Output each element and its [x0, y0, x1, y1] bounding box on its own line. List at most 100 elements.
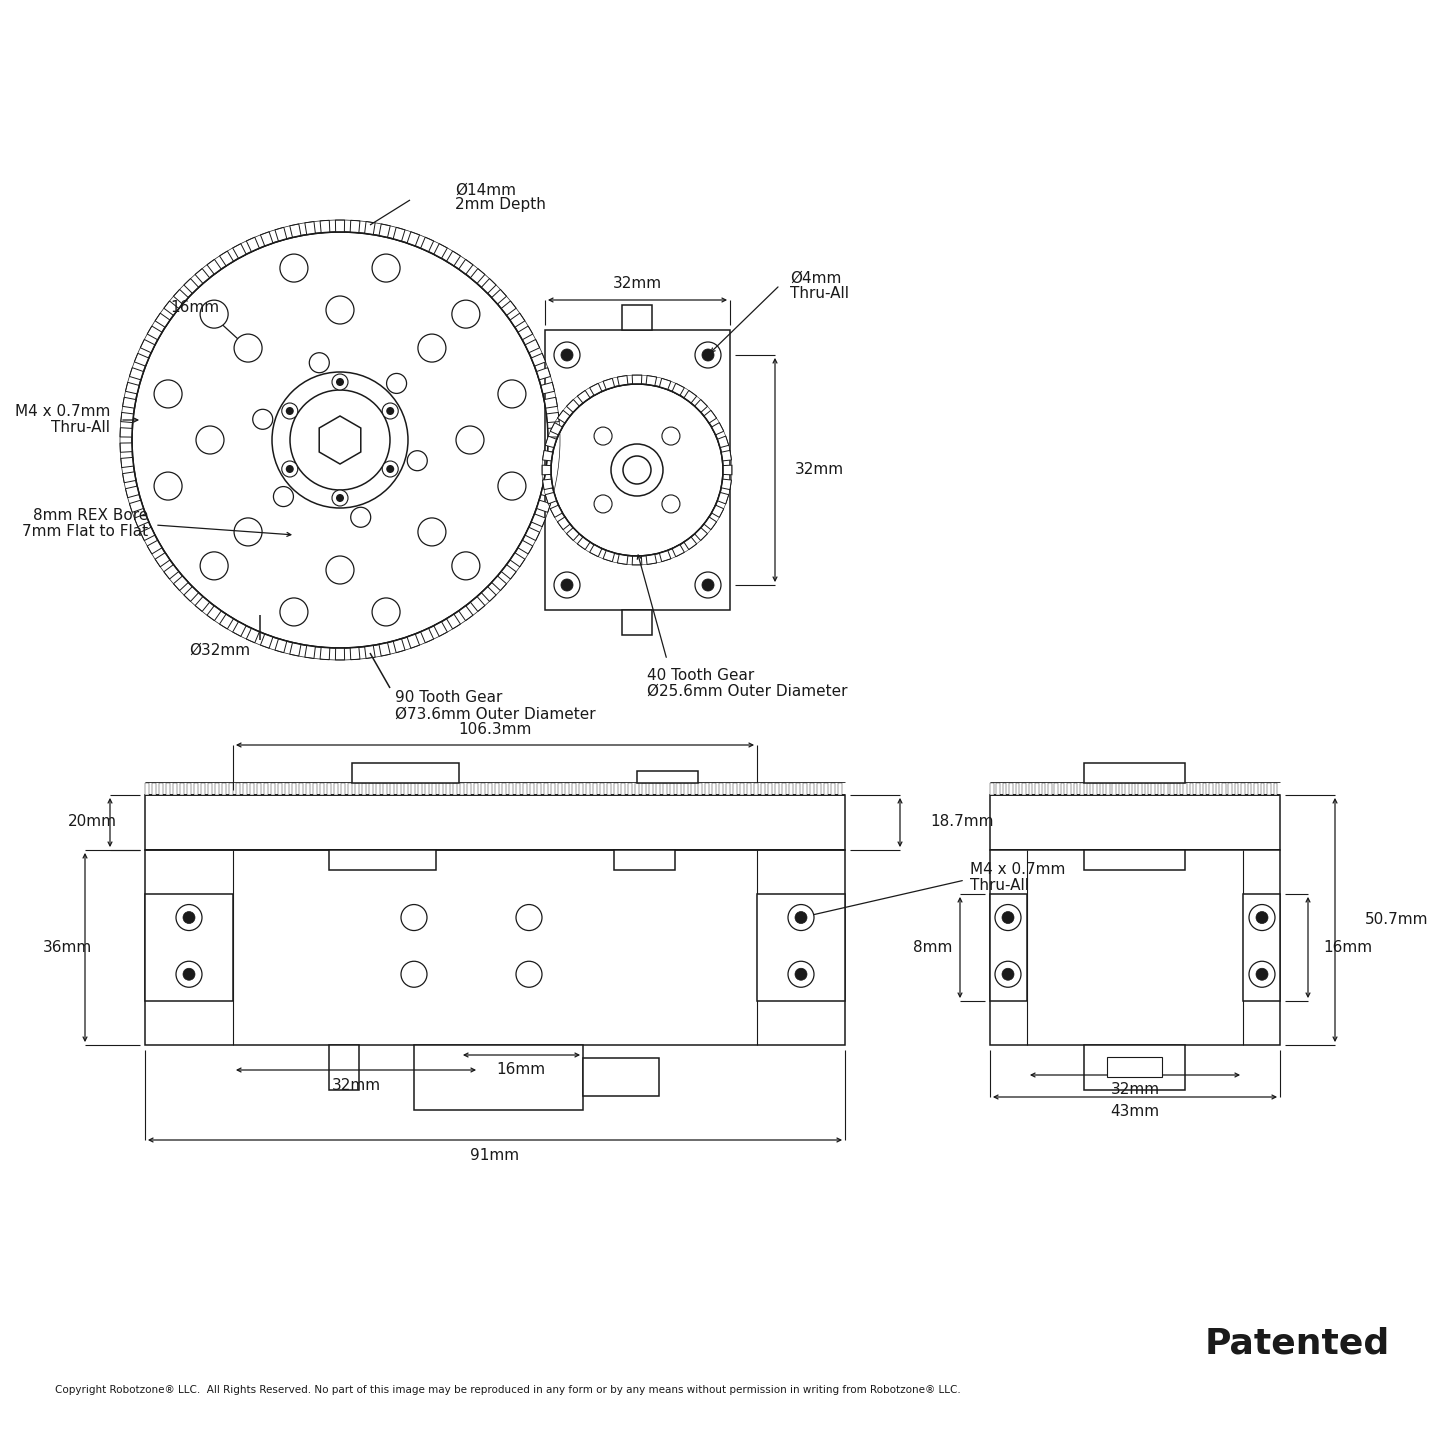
Circle shape [594, 428, 613, 445]
Polygon shape [672, 383, 685, 396]
Circle shape [371, 598, 400, 626]
Polygon shape [350, 220, 360, 233]
Bar [341, 783, 345, 795]
Circle shape [695, 342, 721, 368]
Bar [144, 850, 845, 1045]
Bar [1029, 783, 1032, 795]
Circle shape [795, 912, 806, 923]
Polygon shape [545, 493, 556, 504]
Bar [1189, 783, 1194, 795]
Polygon shape [558, 410, 571, 423]
Polygon shape [140, 527, 155, 540]
Polygon shape [195, 597, 210, 611]
Polygon shape [695, 527, 708, 540]
Text: 32mm: 32mm [613, 276, 662, 292]
Polygon shape [393, 227, 405, 241]
Bar [782, 783, 786, 795]
Text: Ø4mm: Ø4mm [790, 270, 841, 286]
Circle shape [337, 379, 344, 386]
Bar [642, 783, 646, 795]
Polygon shape [246, 629, 260, 643]
Bar [1254, 783, 1257, 795]
Polygon shape [335, 647, 344, 660]
Polygon shape [711, 422, 724, 435]
Polygon shape [220, 614, 234, 629]
Polygon shape [721, 480, 731, 490]
Polygon shape [220, 251, 234, 266]
Polygon shape [130, 367, 143, 380]
Polygon shape [319, 647, 329, 660]
Bar [1202, 783, 1207, 795]
Bar [1087, 783, 1090, 795]
Polygon shape [683, 390, 696, 403]
Bar [467, 783, 471, 795]
Polygon shape [590, 383, 603, 396]
Circle shape [452, 552, 480, 579]
Bar [1157, 783, 1162, 795]
Bar [587, 783, 590, 795]
Bar [208, 783, 212, 795]
Polygon shape [717, 493, 728, 504]
Bar [481, 783, 486, 795]
Text: 50.7mm: 50.7mm [1366, 912, 1429, 928]
Circle shape [516, 905, 542, 931]
Bar [579, 783, 582, 795]
Polygon shape [275, 227, 288, 241]
Bar [530, 783, 533, 795]
Bar [415, 1045, 582, 1110]
Text: Ø73.6mm Outer Diameter: Ø73.6mm Outer Diameter [394, 707, 595, 721]
Circle shape [332, 374, 348, 390]
Circle shape [1256, 968, 1269, 980]
Bar [319, 783, 324, 795]
Bar [1074, 783, 1078, 795]
Bar [447, 783, 449, 795]
Bar [698, 783, 702, 795]
Circle shape [553, 342, 579, 368]
Polygon shape [540, 486, 555, 497]
Polygon shape [319, 416, 361, 464]
Bar [1176, 783, 1181, 795]
Polygon shape [319, 220, 329, 233]
Circle shape [327, 556, 354, 584]
Bar [1273, 783, 1277, 795]
Bar [1222, 783, 1225, 795]
Bar [329, 1045, 358, 1090]
Polygon shape [140, 340, 155, 353]
Polygon shape [532, 354, 546, 366]
Circle shape [234, 517, 262, 546]
Circle shape [116, 215, 565, 665]
Circle shape [386, 465, 394, 473]
Polygon shape [631, 376, 642, 384]
Polygon shape [447, 251, 461, 266]
Polygon shape [364, 646, 376, 659]
Polygon shape [120, 428, 133, 436]
Bar [1228, 783, 1233, 795]
Bar [649, 783, 653, 795]
Bar [1081, 783, 1084, 795]
Bar [264, 783, 267, 795]
Circle shape [286, 407, 293, 415]
Polygon shape [617, 376, 629, 386]
Polygon shape [525, 340, 540, 353]
Circle shape [788, 905, 814, 931]
Polygon shape [545, 436, 556, 448]
Bar [691, 783, 695, 795]
Polygon shape [305, 221, 315, 234]
Polygon shape [566, 399, 579, 412]
Bar [1209, 783, 1212, 795]
Polygon shape [491, 577, 507, 591]
Circle shape [996, 905, 1022, 931]
Bar [811, 783, 814, 795]
Circle shape [327, 296, 354, 324]
Polygon shape [407, 634, 419, 649]
Bar [824, 783, 828, 795]
Bar [363, 783, 366, 795]
Bar [747, 783, 751, 795]
Polygon shape [121, 458, 133, 468]
Circle shape [155, 473, 182, 500]
Text: 2mm Depth: 2mm Depth [455, 198, 546, 212]
Polygon shape [481, 279, 496, 293]
Bar [1048, 783, 1052, 795]
Circle shape [176, 905, 202, 931]
Circle shape [402, 961, 428, 987]
